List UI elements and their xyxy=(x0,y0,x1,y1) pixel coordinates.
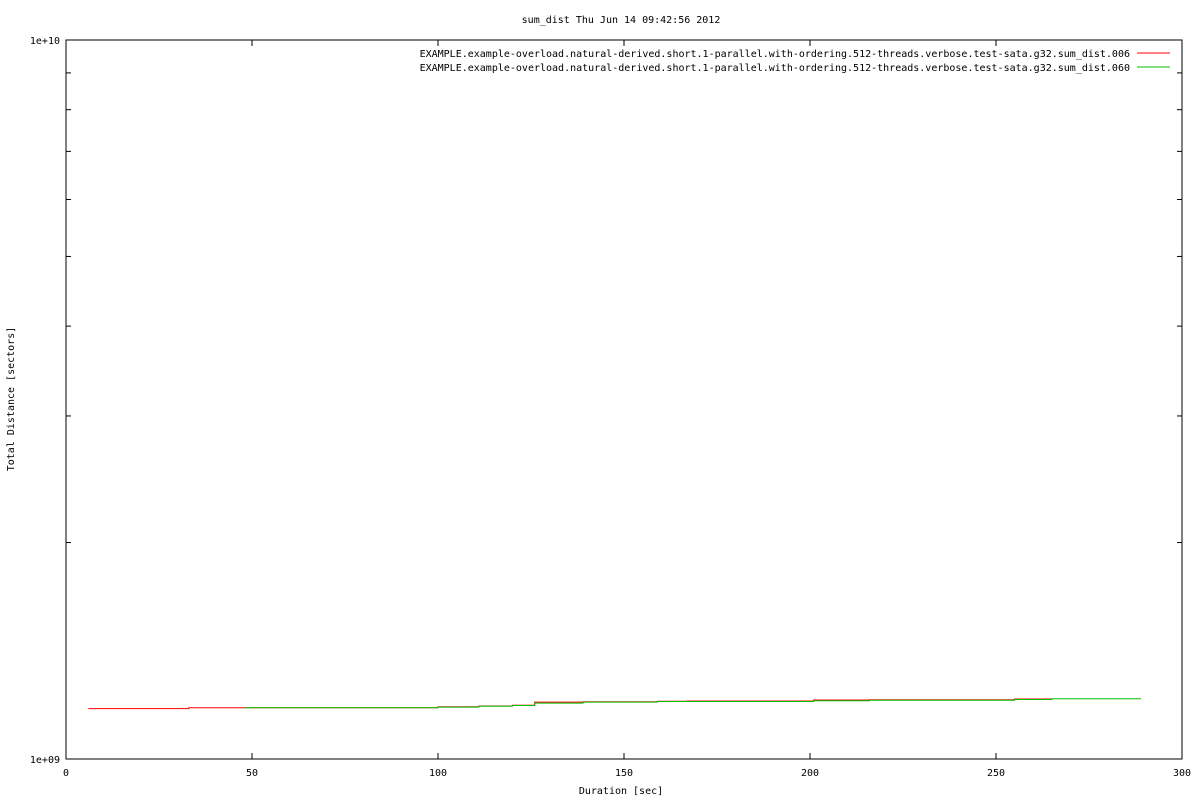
x-tick-label: 300 xyxy=(1173,768,1191,779)
y-axis-ticks: 1e+09 1e+10 xyxy=(30,36,1182,766)
x-tick-label: 250 xyxy=(987,768,1005,779)
x-tick-label: 0 xyxy=(63,768,69,779)
plot-frame xyxy=(65,39,1183,760)
y-tick-label: 1e+09 xyxy=(30,755,60,766)
legend: EXAMPLE.example-overload.natural-derived… xyxy=(420,49,1170,74)
x-tick-label: 50 xyxy=(246,768,258,779)
x-tick-label: 200 xyxy=(801,768,819,779)
y-axis-label: Total Distance [sectors] xyxy=(6,327,17,472)
x-tick-label: 100 xyxy=(429,768,447,779)
x-tick-label: 150 xyxy=(615,768,633,779)
legend-label-1: EXAMPLE.example-overload.natural-derived… xyxy=(420,49,1130,60)
legend-label-2: EXAMPLE.example-overload.natural-derived… xyxy=(420,63,1130,74)
x-axis-ticks: 0 50 100 150 200 250 300 xyxy=(63,40,1191,779)
series-line-2 xyxy=(244,698,1142,709)
x-axis-label: Duration [sec] xyxy=(579,786,663,797)
chart-title: sum_dist Thu Jun 14 09:42:56 2012 xyxy=(522,15,721,26)
y-tick-label: 1e+10 xyxy=(30,36,60,47)
series-layer xyxy=(88,698,1142,710)
